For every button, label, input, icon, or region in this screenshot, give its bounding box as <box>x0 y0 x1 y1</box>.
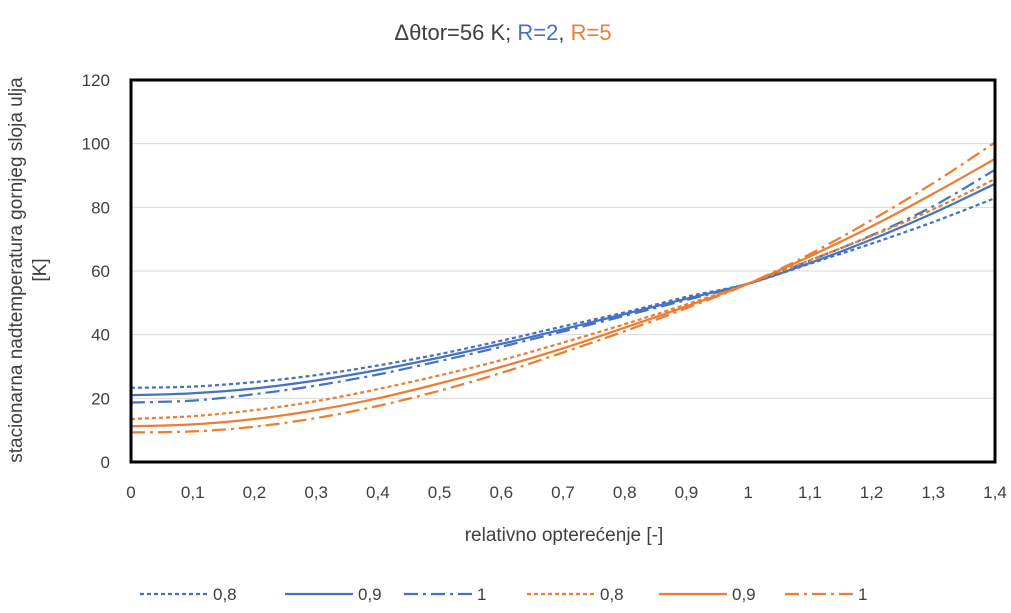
x-axis-title: relativno opterećenje [-] <box>465 525 664 546</box>
x-tick-label: 1,2 <box>860 483 884 502</box>
x-tick-label: 1,3 <box>921 483 945 502</box>
x-tick-label: 0,3 <box>304 483 328 502</box>
legend-label: 0,9 <box>732 585 756 604</box>
series-line-r2-dashdot <box>130 168 996 404</box>
x-tick-label: 0,4 <box>366 483 390 502</box>
y-tick-label: 100 <box>82 135 110 154</box>
x-tick-label: 0,6 <box>489 483 513 502</box>
series-lines <box>130 141 996 434</box>
y-tick-label: 40 <box>91 326 110 345</box>
chart-title-separator: , <box>558 20 570 45</box>
legend-label: 1 <box>477 585 486 604</box>
x-tick-label: 0,8 <box>613 483 637 502</box>
x-tick-label: 0,1 <box>181 483 205 502</box>
legend-label: 0,8 <box>213 585 237 604</box>
y-axis-ticks: 0 20 40 60 80 100 120 <box>82 71 110 472</box>
chart-title-r5: R=5 <box>571 20 612 45</box>
y-axis-title: stacionarna nadtemperatura gornjeg sloja… <box>6 77 27 463</box>
legend-label: 1 <box>858 585 867 604</box>
y-axis-title-unit: [K] <box>30 258 51 281</box>
x-tick-label: 0,9 <box>675 483 699 502</box>
chart-title-r2: R=2 <box>517 20 558 45</box>
chart-title-prefix: Δθtor=56 K; <box>394 20 517 45</box>
series-line-r2-dotted <box>130 197 996 389</box>
x-tick-label: 1,4 <box>983 483 1007 502</box>
y-tick-label: 20 <box>91 389 110 408</box>
y-tick-label: 60 <box>91 262 110 281</box>
legend-label: 0,9 <box>358 585 382 604</box>
series-line-r5-dotted <box>130 177 996 421</box>
x-tick-label: 1 <box>743 483 752 502</box>
series-line-r5-solid <box>130 157 996 428</box>
legend-label: 0,8 <box>600 585 624 604</box>
x-tick-label: 0,7 <box>551 483 575 502</box>
series-line-r5-dashdot <box>130 141 996 434</box>
series-line-r2-solid <box>130 182 996 397</box>
x-tick-label: 0,2 <box>243 483 267 502</box>
y-tick-label: 0 <box>101 453 110 472</box>
y-tick-label: 80 <box>91 198 110 217</box>
x-tick-label: 0,5 <box>428 483 452 502</box>
x-axis-ticks: 0 0,1 0,2 0,3 0,4 0,5 0,6 0,7 0,8 0,9 1 1,1 1,2 1,3 1,… <box>126 483 1007 502</box>
legend: 0,8 0,9 1 0,8 0,9 1 <box>140 585 867 604</box>
x-tick-label: 0 <box>126 483 135 502</box>
plot-area-border <box>129 78 997 464</box>
y-tick-label: 120 <box>82 71 110 90</box>
x-tick-label: 1,1 <box>798 483 822 502</box>
gridlines <box>131 143 995 399</box>
chart-title: Δθtor=56 K; R=2, R=5 <box>394 20 611 45</box>
